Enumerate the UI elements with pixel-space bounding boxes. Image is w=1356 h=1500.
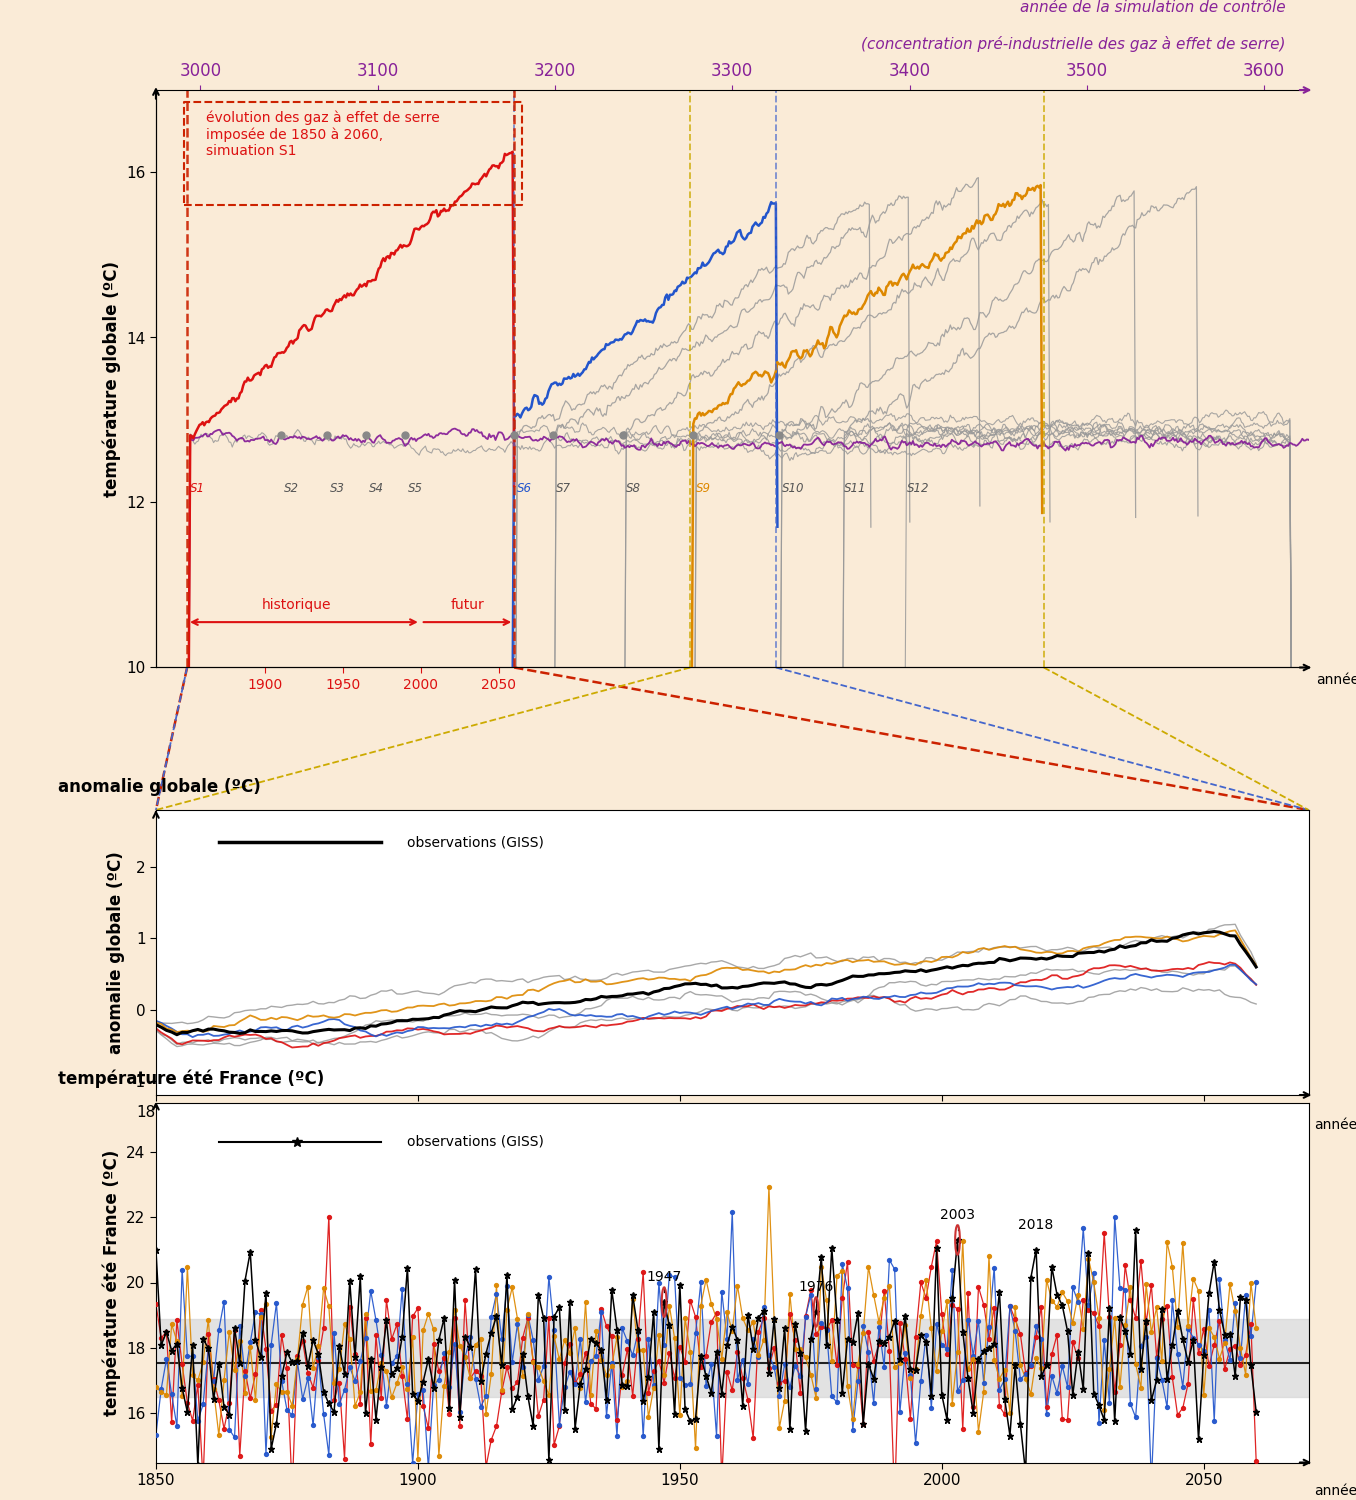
Text: 2018: 2018 bbox=[1018, 1218, 1054, 1231]
Text: 1976: 1976 bbox=[799, 1280, 834, 1294]
Y-axis label: anomalie globale (ºC): anomalie globale (ºC) bbox=[107, 850, 125, 1054]
Text: S11: S11 bbox=[845, 482, 866, 495]
Text: évolution des gaz à effet de serre
imposée de 1850 à 2060,
simuation S1: évolution des gaz à effet de serre impos… bbox=[206, 111, 439, 158]
Text: (concentration pré-industrielle des gaz à effet de serre): (concentration pré-industrielle des gaz … bbox=[861, 36, 1285, 52]
Text: S2: S2 bbox=[283, 482, 298, 495]
Text: S4: S4 bbox=[369, 482, 384, 495]
Text: S5: S5 bbox=[408, 482, 423, 495]
Text: année: année bbox=[1314, 1484, 1356, 1498]
Text: 2003: 2003 bbox=[940, 1208, 975, 1222]
Bar bbox=[156, 1318, 1309, 1396]
Text: S7: S7 bbox=[556, 482, 571, 495]
Y-axis label: température été France (ºC): température été France (ºC) bbox=[102, 1149, 121, 1416]
Text: année de la simulation de contrôle: année de la simulation de contrôle bbox=[1020, 0, 1285, 15]
Text: S12: S12 bbox=[907, 482, 929, 495]
Text: anomalie globale (ºC): anomalie globale (ºC) bbox=[58, 777, 260, 795]
Text: S3: S3 bbox=[331, 482, 346, 495]
Text: S6: S6 bbox=[517, 482, 533, 495]
Text: année: année bbox=[1314, 1118, 1356, 1132]
Y-axis label: température globale (ºC): température globale (ºC) bbox=[102, 261, 121, 497]
Text: S10: S10 bbox=[782, 482, 804, 495]
Text: température été France (ºC): température été France (ºC) bbox=[58, 1070, 324, 1088]
Text: 1947: 1947 bbox=[647, 1270, 682, 1284]
Text: historique: historique bbox=[262, 598, 331, 612]
Text: futur: futur bbox=[450, 598, 484, 612]
Text: année: année bbox=[1317, 674, 1356, 687]
Text: S8: S8 bbox=[626, 482, 641, 495]
Text: observations (GISS): observations (GISS) bbox=[407, 1136, 544, 1149]
Text: S9: S9 bbox=[697, 482, 712, 495]
Text: S1: S1 bbox=[190, 482, 205, 495]
Text: observations (GISS): observations (GISS) bbox=[407, 836, 544, 849]
